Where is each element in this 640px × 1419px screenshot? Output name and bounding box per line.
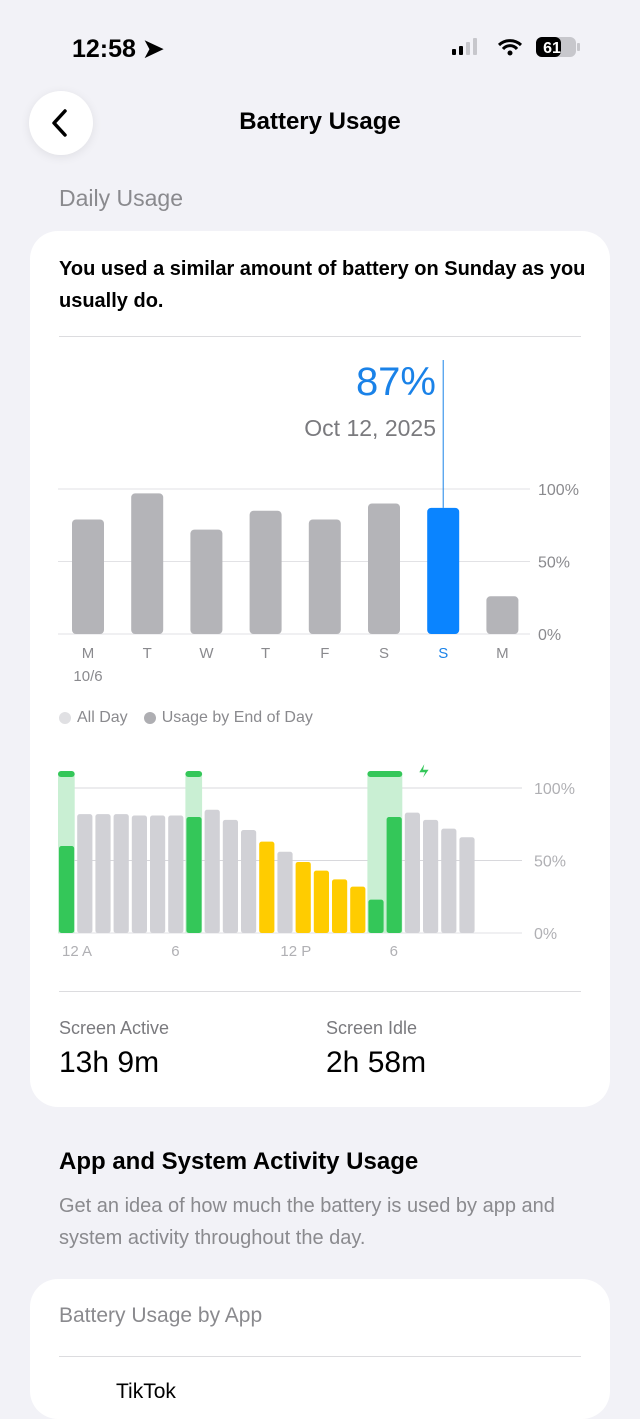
usage-summary: You used a similar amount of battery on … xyxy=(59,258,586,312)
activity-heading: App and System Activity Usage xyxy=(59,1148,419,1175)
bar-6 xyxy=(427,507,460,634)
bar-5 xyxy=(368,503,400,634)
x-tick-label: S xyxy=(379,645,389,662)
charging-bolt-icon xyxy=(416,759,432,784)
hour-bar-7 xyxy=(186,817,202,933)
app-row-tiktok[interactable]: TikTok xyxy=(116,1380,176,1403)
y-tick-label: 0% xyxy=(534,926,557,943)
hour-bar-4 xyxy=(131,815,147,933)
wifi-icon xyxy=(497,39,523,51)
hour-bar-1 xyxy=(77,814,93,933)
weekly-usage-chart[interactable]: 0% 50% 100% M 10/6 T W T F S S M xyxy=(0,340,640,700)
y-tick-label: 100% xyxy=(538,482,579,499)
screen-active-label: Screen Active xyxy=(59,1018,170,1038)
x-tick-label: 6 xyxy=(390,943,398,960)
x-tick-label: 12 P xyxy=(280,943,311,960)
page-title: Battery Usage xyxy=(239,108,401,135)
bar-1 xyxy=(131,493,164,634)
hour-bar-5 xyxy=(150,815,166,933)
x-tick-label: T xyxy=(261,645,270,662)
hour-bar-20 xyxy=(423,819,439,933)
hour-bar-19 xyxy=(404,812,420,933)
section-daily-usage: Daily Usage xyxy=(59,185,183,211)
selected-value: 87% xyxy=(355,360,436,404)
hour-bar-14 xyxy=(313,870,329,933)
bar-0 xyxy=(72,519,104,634)
divider xyxy=(59,336,581,337)
hour-bar-18 xyxy=(386,817,402,933)
cellular-signal-icon xyxy=(452,38,477,55)
y-tick-label: 50% xyxy=(538,555,570,572)
x-sublabel: 10/6 xyxy=(73,668,102,685)
chevron-left-icon xyxy=(52,109,67,137)
x-tick-label: M xyxy=(496,645,509,662)
bar-4 xyxy=(308,519,341,634)
hour-bar-9 xyxy=(222,819,238,933)
hour-bar-3 xyxy=(113,814,129,933)
x-tick-label: T xyxy=(143,645,152,662)
x-tick-label: M xyxy=(82,645,95,662)
divider xyxy=(59,991,581,992)
x-tick-label: F xyxy=(320,645,329,662)
daily-usage-card xyxy=(30,231,610,1107)
battery-icon: 61 xyxy=(536,37,580,57)
status-time: 12:58 ➤ xyxy=(72,35,164,63)
charging-marker xyxy=(367,771,403,777)
hour-bar-17 xyxy=(368,899,384,933)
hour-bar-2 xyxy=(95,814,111,933)
divider xyxy=(59,1356,581,1357)
back-button[interactable] xyxy=(29,91,93,155)
chart-legend: All Day Usage by End of Day xyxy=(59,709,313,727)
selected-date: Oct 12, 2025 xyxy=(304,415,436,441)
status-icons: 61 xyxy=(452,37,580,57)
hour-bar-21 xyxy=(441,828,457,933)
screen-idle-value: 2h 58m xyxy=(326,1046,427,1079)
screen-active-value: 13h 9m xyxy=(59,1046,160,1079)
battery-by-app-title: Battery Usage by App xyxy=(59,1304,263,1327)
hourly-usage-chart[interactable]: 0% 50% 100% 12 A 6 12 P 6 xyxy=(0,750,640,970)
x-tick-label: W xyxy=(199,645,214,662)
hour-bar-12 xyxy=(277,851,293,933)
y-tick-label: 50% xyxy=(534,854,566,871)
hour-bar-16 xyxy=(350,886,366,933)
all-day-legend-dot xyxy=(59,712,71,724)
activity-description: Get an idea of how much the battery is u… xyxy=(59,1195,555,1249)
x-tick-label: 12 A xyxy=(62,943,92,960)
hour-bar-6 xyxy=(168,815,184,933)
hour-bar-11 xyxy=(259,841,275,933)
charging-marker xyxy=(58,771,75,777)
y-tick-label: 100% xyxy=(534,781,575,798)
bar-7 xyxy=(486,596,519,634)
hour-bar-15 xyxy=(332,879,348,933)
charging-marker xyxy=(185,771,203,777)
hour-bar-22 xyxy=(459,837,475,933)
bar-3 xyxy=(249,510,282,634)
location-arrow-icon: ➤ xyxy=(142,35,164,63)
svg-text:61: 61 xyxy=(543,40,561,57)
hour-bar-8 xyxy=(204,809,220,933)
hour-bar-13 xyxy=(295,861,311,933)
hour-bar-10 xyxy=(241,830,257,933)
y-tick-label: 0% xyxy=(538,627,561,644)
hour-bar-0 xyxy=(59,846,75,933)
end-of-day-legend-dot xyxy=(143,712,156,724)
x-tick-label: S xyxy=(438,645,448,662)
x-tick-label: 6 xyxy=(171,943,179,960)
screen-idle-label: Screen Idle xyxy=(326,1018,418,1038)
bar-2 xyxy=(190,529,223,634)
